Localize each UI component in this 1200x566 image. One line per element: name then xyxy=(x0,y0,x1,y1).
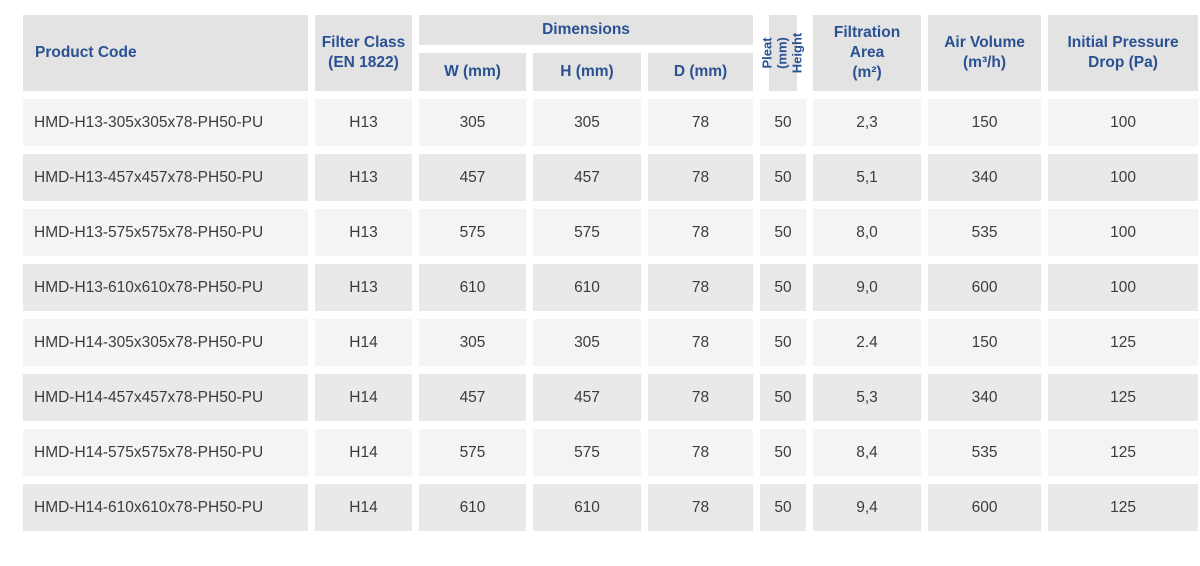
cell-product-code: HMD-H13-610x610x78-PH50-PU xyxy=(23,264,308,311)
table-row: HMD-H14-457x457x78-PH50-PU H14 457 457 7… xyxy=(23,374,1199,421)
col-header-product-code: Product Code xyxy=(23,15,308,91)
pleat-header-strip xyxy=(769,15,798,91)
cell-width: 575 xyxy=(419,209,526,256)
cell-air-volume: 150 xyxy=(928,319,1042,366)
col-header-width: W (mm) xyxy=(419,53,526,91)
col-header-filtration-area: Filtration Area (m²) xyxy=(813,15,922,91)
cell-pleat-height: 50 xyxy=(760,264,807,311)
pleat-header-label: Pleat (mm) Height xyxy=(760,32,805,74)
cell-depth: 78 xyxy=(648,264,754,311)
cell-pressure-drop: 125 xyxy=(1048,484,1199,531)
cell-depth: 78 xyxy=(648,429,754,476)
cell-depth: 78 xyxy=(648,484,754,531)
cell-air-volume: 340 xyxy=(928,154,1042,201)
header-row-top: Product Code Filter Class (EN 1822) Dime… xyxy=(23,15,1199,91)
cell-pressure-drop: 100 xyxy=(1048,209,1199,256)
cell-pressure-drop: 125 xyxy=(1048,429,1199,476)
cell-depth: 78 xyxy=(648,99,754,146)
cell-filter-class: H13 xyxy=(315,264,412,311)
table-row: HMD-H13-575x575x78-PH50-PU H13 575 575 7… xyxy=(23,209,1199,256)
cell-product-code: HMD-H14-575x575x78-PH50-PU xyxy=(23,429,308,476)
cell-width: 575 xyxy=(419,429,526,476)
cell-air-volume: 150 xyxy=(928,99,1042,146)
cell-product-code: HMD-H14-610x610x78-PH50-PU xyxy=(23,484,308,531)
cell-filtration-area: 5,1 xyxy=(813,154,922,201)
cell-filter-class: H14 xyxy=(315,429,412,476)
col-header-depth: D (mm) xyxy=(648,53,754,91)
cell-pleat-height: 50 xyxy=(760,99,807,146)
cell-width: 457 xyxy=(419,374,526,421)
header-row-sub: W (mm) H (mm) D (mm) xyxy=(23,53,1198,91)
col-header-height: H (mm) xyxy=(533,53,641,91)
cell-pressure-drop: 100 xyxy=(1048,264,1199,311)
table-row: HMD-H13-457x457x78-PH50-PU H13 457 457 7… xyxy=(23,154,1199,201)
cell-width: 305 xyxy=(419,319,526,366)
cell-pressure-drop: 100 xyxy=(1048,99,1199,146)
col-header-dimensions: Dimensions xyxy=(419,15,754,45)
cell-air-volume: 340 xyxy=(928,374,1042,421)
cell-filtration-area: 8,0 xyxy=(813,209,922,256)
cell-filtration-area: 8,4 xyxy=(813,429,922,476)
table-row: HMD-H13-610x610x78-PH50-PU H13 610 610 7… xyxy=(23,264,1199,311)
cell-width: 457 xyxy=(419,154,526,201)
cell-height: 305 xyxy=(533,319,641,366)
cell-filtration-area: 5,3 xyxy=(813,374,922,421)
cell-filtration-area: 2,3 xyxy=(813,99,922,146)
cell-depth: 78 xyxy=(648,374,754,421)
cell-height: 305 xyxy=(533,99,641,146)
cell-height: 610 xyxy=(533,484,641,531)
cell-pleat-height: 50 xyxy=(760,154,807,201)
table-row: HMD-H13-305x305x78-PH50-PU H13 305 305 7… xyxy=(23,99,1199,146)
cell-product-code: HMD-H14-457x457x78-PH50-PU xyxy=(23,374,308,421)
cell-width: 305 xyxy=(419,99,526,146)
cell-height: 575 xyxy=(533,429,641,476)
cell-pressure-drop: 125 xyxy=(1048,319,1199,366)
cell-air-volume: 535 xyxy=(928,209,1042,256)
cell-filter-class: H13 xyxy=(315,154,412,201)
cell-pleat-height: 50 xyxy=(760,374,807,421)
cell-pressure-drop: 100 xyxy=(1048,154,1199,201)
table-row: HMD-H14-305x305x78-PH50-PU H14 305 305 7… xyxy=(23,319,1199,366)
cell-product-code: HMD-H13-305x305x78-PH50-PU xyxy=(23,99,308,146)
col-header-filter-class: Filter Class (EN 1822) xyxy=(315,15,412,91)
cell-filter-class: H13 xyxy=(315,99,412,146)
col-header-air-volume: Air Volume (m³/h) xyxy=(928,15,1042,91)
table-row: HMD-H14-575x575x78-PH50-PU H14 575 575 7… xyxy=(23,429,1199,476)
cell-depth: 78 xyxy=(648,209,754,256)
cell-filtration-area: 9,0 xyxy=(813,264,922,311)
cell-filter-class: H13 xyxy=(315,209,412,256)
cell-filter-class: H14 xyxy=(315,484,412,531)
cell-depth: 78 xyxy=(648,319,754,366)
cell-height: 575 xyxy=(533,209,641,256)
table-row: HMD-H14-610x610x78-PH50-PU H14 610 610 7… xyxy=(23,484,1199,531)
col-header-pressure-drop: Initial Pressure Drop (Pa) xyxy=(1048,15,1199,91)
cell-pleat-height: 50 xyxy=(760,484,807,531)
table-header: Product Code Filter Class (EN 1822) Dime… xyxy=(23,15,1199,91)
cell-filter-class: H14 xyxy=(315,374,412,421)
cell-product-code: HMD-H13-575x575x78-PH50-PU xyxy=(23,209,308,256)
filter-spec-table: Product Code Filter Class (EN 1822) Dime… xyxy=(16,7,1200,539)
cell-pleat-height: 50 xyxy=(760,319,807,366)
cell-pressure-drop: 125 xyxy=(1048,374,1199,421)
cell-height: 457 xyxy=(533,154,641,201)
cell-filtration-area: 2.4 xyxy=(813,319,922,366)
cell-air-volume: 600 xyxy=(928,484,1042,531)
cell-width: 610 xyxy=(419,484,526,531)
cell-filter-class: H14 xyxy=(315,319,412,366)
cell-air-volume: 535 xyxy=(928,429,1042,476)
table-body: HMD-H13-305x305x78-PH50-PU H13 305 305 7… xyxy=(23,99,1199,531)
cell-pleat-height: 50 xyxy=(760,429,807,476)
cell-filtration-area: 9,4 xyxy=(813,484,922,531)
cell-air-volume: 600 xyxy=(928,264,1042,311)
cell-pleat-height: 50 xyxy=(760,209,807,256)
cell-product-code: HMD-H13-457x457x78-PH50-PU xyxy=(23,154,308,201)
cell-height: 610 xyxy=(533,264,641,311)
cell-height: 457 xyxy=(533,374,641,421)
cell-product-code: HMD-H14-305x305x78-PH50-PU xyxy=(23,319,308,366)
col-header-pleat-height: Pleat (mm) Height xyxy=(760,15,806,91)
cell-depth: 78 xyxy=(648,154,754,201)
cell-width: 610 xyxy=(419,264,526,311)
